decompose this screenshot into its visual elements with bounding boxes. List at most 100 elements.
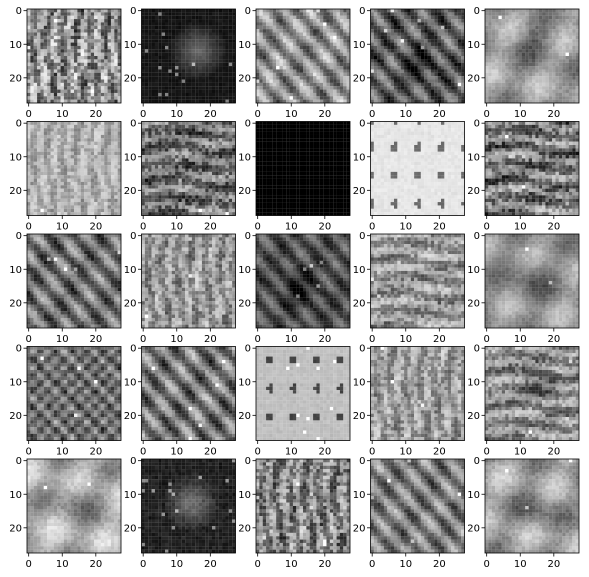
pixel-cell — [117, 39, 122, 43]
pixel-cell — [387, 12, 391, 16]
pixel-cell — [215, 15, 219, 20]
pixel-cell — [316, 25, 320, 30]
pixel-cell — [309, 15, 314, 20]
pixel-cell — [90, 19, 95, 23]
pixel-cell — [390, 15, 395, 20]
pixel-cell — [461, 29, 465, 33]
pixel-cell — [444, 62, 448, 67]
pixel-cell — [198, 25, 202, 30]
pixel-cell — [37, 208, 41, 213]
pixel-cell — [47, 92, 51, 97]
pixel-cell — [377, 66, 381, 70]
pixel-cell — [488, 12, 492, 16]
pixel-cell — [165, 9, 169, 13]
pixel-cell — [272, 82, 277, 87]
pixel-cell — [144, 82, 149, 87]
pixel-cell — [161, 35, 166, 40]
pixel-cell — [430, 69, 435, 73]
pixel-cell — [515, 66, 519, 70]
pixel-cell — [427, 19, 431, 23]
pixel-cell — [117, 141, 122, 146]
pixel-cell — [212, 128, 216, 132]
pixel-cell — [74, 138, 78, 142]
pixel-cell — [562, 72, 566, 77]
pixel-cell — [70, 89, 75, 93]
pixel-cell — [53, 35, 58, 40]
pixel-cell — [313, 12, 317, 16]
pixel-cell — [171, 62, 176, 67]
pixel-cell — [262, 99, 267, 104]
pixel-cell — [309, 32, 314, 36]
pixel-cell — [97, 42, 101, 46]
pixel-cell — [208, 19, 213, 23]
pixel-cell — [74, 19, 78, 23]
pixel-cell — [454, 52, 458, 57]
pixel-cell — [269, 79, 273, 83]
pixel-cell — [542, 69, 546, 73]
pixel-cell — [114, 208, 118, 213]
pixel-cell — [400, 35, 405, 40]
pixel-cell — [50, 12, 54, 16]
pixel-cell — [84, 134, 88, 139]
y-tick-label: 0 — [245, 6, 251, 17]
pixel-cell — [117, 198, 122, 203]
pixel-cell — [313, 69, 317, 73]
pixel-cell — [181, 32, 186, 36]
pixel-cell — [535, 15, 539, 20]
pixel-cell — [562, 29, 566, 33]
pixel-cell — [188, 52, 192, 57]
pixel-cell — [380, 99, 384, 104]
pixel-cell — [47, 168, 51, 172]
pixel-cell — [74, 202, 78, 206]
pixel-cell — [454, 35, 458, 40]
pixel-cell — [215, 59, 219, 63]
pixel-cell — [30, 49, 34, 53]
pixel-cell — [74, 155, 78, 159]
pixel-cell — [47, 79, 51, 83]
pixel-cell — [279, 62, 283, 67]
pixel-cell — [447, 15, 452, 20]
pixel-cell — [518, 62, 522, 67]
pixel-cell — [154, 25, 159, 30]
pixel-cell — [511, 49, 516, 53]
pixel-cell — [572, 59, 576, 63]
pixel-cell — [232, 12, 236, 16]
pixel-cell — [218, 56, 223, 60]
x-tick-label: 0 — [483, 109, 489, 120]
pixel-cell — [205, 141, 209, 146]
pixel-cell — [27, 66, 31, 70]
pixel-cell — [53, 39, 58, 43]
pixel-cell — [63, 121, 68, 125]
pixel-cell — [198, 29, 202, 33]
pixel-cell — [434, 12, 438, 16]
pixel-cell — [387, 66, 391, 70]
pixel-cell — [282, 19, 287, 23]
pixel-cell — [508, 52, 512, 57]
pixel-cell — [542, 35, 546, 40]
pixel-cell — [84, 168, 88, 172]
pixel-cell — [256, 82, 260, 87]
pixel-cell — [521, 19, 526, 23]
pixel-cell — [63, 138, 68, 142]
pixel-cell — [542, 29, 546, 33]
pixel-cell — [94, 22, 98, 26]
pixel-cell — [266, 29, 270, 33]
pixel-cell — [57, 178, 61, 182]
pixel-cell — [212, 72, 216, 77]
pixel-cell — [60, 168, 64, 172]
pixel-cell — [97, 128, 101, 132]
pixel-cell — [208, 49, 213, 53]
pixel-cell — [370, 79, 374, 83]
pixel-cell — [215, 86, 219, 90]
pixel-cell — [195, 19, 199, 23]
pixel-cell — [87, 69, 91, 73]
pixel-cell — [165, 12, 169, 16]
pixel-cell — [417, 96, 421, 100]
pixel-cell — [572, 82, 576, 87]
pixel-cell — [558, 79, 563, 83]
pixel-cell — [548, 56, 553, 60]
pixel-cell — [259, 9, 263, 13]
pixel-cell — [185, 72, 189, 77]
pixel-cell — [178, 69, 182, 73]
pixel-cell — [528, 69, 533, 73]
